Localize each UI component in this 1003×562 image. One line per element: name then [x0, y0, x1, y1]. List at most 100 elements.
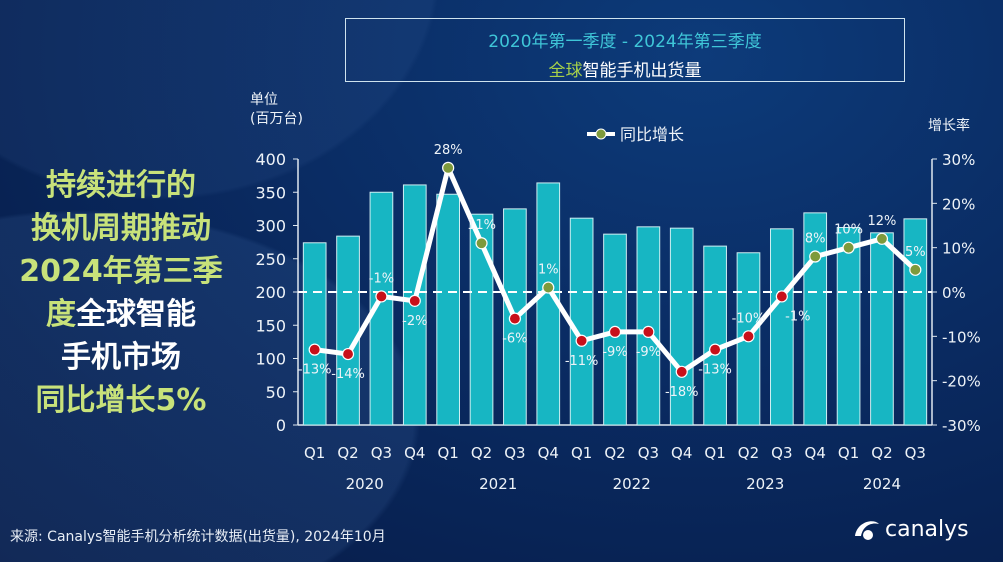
growth-marker: [842, 241, 855, 254]
bar: [369, 191, 394, 426]
right-axis-label: 增长率: [928, 117, 970, 134]
chart-title-rest: 智能手机出货量: [582, 61, 702, 81]
growth-marker: [341, 347, 355, 361]
x-tick-label: Q1: [571, 444, 592, 462]
growth-marker: [575, 334, 588, 347]
growth-data-label: -18%: [665, 385, 699, 400]
growth-marker: [542, 281, 555, 294]
growth-data-label: -1%: [785, 309, 810, 324]
growth-marker: [475, 237, 488, 250]
x-tick-label: Q1: [838, 444, 859, 462]
x-tick-label: Q2: [738, 444, 759, 462]
right-axis-tick-label: -10%: [942, 328, 981, 346]
right-axis-tick-label: 20%: [942, 195, 975, 213]
legend-marker: [595, 128, 607, 140]
x-tick-label: Q1: [304, 444, 325, 462]
growth-marker: [642, 325, 655, 338]
left-axis-tick-label: 0: [276, 416, 286, 435]
growth-data-label: -10%: [732, 311, 766, 326]
right-axis-tick-label: 10%: [942, 240, 975, 258]
left-axis-label: (百万台): [250, 111, 303, 127]
growth-data-label: -9%: [602, 345, 627, 360]
x-tick-label: Q2: [604, 444, 625, 462]
x-tick-label: Q2: [471, 444, 492, 462]
growth-data-label: -2%: [402, 314, 427, 329]
legend-label: 同比增长: [620, 125, 684, 144]
growth-data-label: 10%: [834, 223, 863, 238]
canalys-logo: canalys: [852, 516, 992, 542]
headline-green: 度: [46, 297, 76, 332]
x-tick-label: Q3: [504, 444, 525, 462]
headline: 持续进行的 换机周期推动 2024年第三季 度全球智能 手机市场 同比增长5%: [10, 164, 232, 422]
headline-line: 手机市场: [61, 340, 181, 375]
year-label: 2022: [613, 475, 651, 493]
canalys-logo-icon: [855, 521, 879, 540]
bar: [669, 227, 694, 426]
growth-data-label: -6%: [502, 332, 527, 347]
growth-marker: [775, 290, 788, 303]
bar: [769, 228, 794, 426]
x-tick-label: Q4: [404, 444, 425, 462]
source-note: 来源: Canalys智能手机分析统计数据(出货量), 2024年10月: [10, 529, 386, 545]
growth-marker: [308, 343, 321, 356]
left-axis-label: 单位: [250, 92, 278, 108]
right-axis-tick-label: 0%: [942, 284, 966, 302]
bar: [436, 193, 461, 426]
bar: [870, 232, 894, 426]
x-tick-label: Q3: [905, 444, 926, 462]
headline-line: 同比增长5%: [35, 383, 207, 418]
x-tick-label: Q4: [671, 444, 692, 462]
x-tick-label: Q2: [871, 444, 892, 462]
x-tick-label: Q2: [337, 444, 358, 462]
chart-title-highlight: 全球: [548, 61, 583, 81]
left-axis-tick-label: 350: [255, 183, 286, 202]
left-axis-tick-label: 50: [266, 383, 286, 402]
headline-line: 2024年第三季: [19, 254, 223, 289]
bar: [336, 235, 360, 426]
x-tick-label: Q4: [538, 444, 559, 462]
growth-data-label: 28%: [434, 143, 463, 158]
bar: [569, 217, 594, 426]
left-axis-tick-label: 200: [255, 283, 286, 302]
growth-data-label: -14%: [331, 367, 365, 382]
growth-data-label: 1%: [538, 263, 559, 278]
growth-data-label: 12%: [867, 214, 896, 229]
headline-line: 换机周期推动: [31, 211, 211, 246]
chart-title: 全球智能手机出货量: [346, 56, 904, 81]
year-label: 2020: [346, 475, 384, 493]
growth-marker: [742, 330, 755, 343]
year-label: 2021: [479, 475, 517, 493]
x-tick-label: Q4: [805, 444, 826, 462]
growth-data-label: -13%: [698, 363, 732, 378]
bar: [302, 242, 327, 426]
chart-title-box: 2020年第一季度 - 2024年第三季度 全球智能手机出货量: [345, 18, 905, 82]
x-tick-label: Q3: [771, 444, 792, 462]
year-label: 2023: [746, 475, 784, 493]
growth-marker: [608, 325, 622, 338]
bar: [469, 213, 494, 426]
right-axis-tick-label: -30%: [942, 417, 981, 435]
growth-marker: [375, 290, 388, 303]
growth-data-label: 11%: [467, 218, 496, 233]
bar: [836, 226, 861, 426]
growth-data-label: -11%: [565, 354, 599, 369]
x-tick-label: Q3: [638, 444, 659, 462]
growth-marker: [442, 161, 455, 174]
year-label: 2024: [863, 475, 901, 493]
x-tick-label: Q3: [371, 444, 392, 462]
left-axis-tick-label: 300: [255, 217, 286, 236]
headline-line: 持续进行的: [46, 168, 196, 203]
left-axis-tick-label: 250: [255, 250, 286, 269]
chart-title-period: 2020年第一季度 - 2024年第三季度: [488, 32, 762, 52]
right-axis-tick-label: 30%: [942, 151, 975, 169]
growth-data-label: -13%: [298, 363, 332, 378]
growth-marker: [909, 263, 922, 276]
headline-line: 度全球智能: [10, 293, 232, 336]
left-axis-tick-label: 150: [255, 316, 286, 335]
growth-marker: [709, 343, 722, 356]
right-axis-tick-label: -20%: [942, 373, 981, 391]
growth-marker: [875, 232, 889, 245]
x-tick-label: Q1: [437, 444, 458, 462]
growth-marker: [408, 294, 421, 307]
